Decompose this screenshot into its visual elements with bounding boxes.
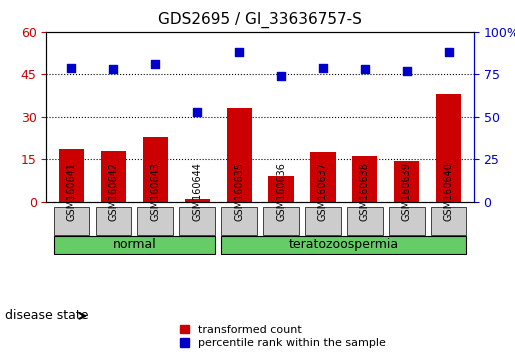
Point — [277, 73, 285, 79]
Text: disease state: disease state — [5, 309, 89, 321]
Point — [67, 65, 76, 70]
Text: teratozoospermia: teratozoospermia — [289, 238, 399, 251]
FancyBboxPatch shape — [54, 236, 215, 254]
Text: GSM160643: GSM160643 — [150, 162, 160, 221]
Bar — [101, 151, 126, 202]
FancyBboxPatch shape — [431, 207, 467, 235]
Point — [444, 50, 453, 55]
FancyBboxPatch shape — [305, 207, 341, 235]
Point — [151, 61, 160, 67]
FancyBboxPatch shape — [221, 207, 257, 235]
FancyBboxPatch shape — [263, 207, 299, 235]
Bar — [394, 161, 419, 202]
Bar — [436, 94, 461, 202]
FancyBboxPatch shape — [221, 236, 467, 254]
FancyBboxPatch shape — [96, 207, 131, 235]
FancyBboxPatch shape — [347, 207, 383, 235]
FancyBboxPatch shape — [54, 207, 89, 235]
Legend: transformed count, percentile rank within the sample: transformed count, percentile rank withi… — [180, 325, 386, 348]
Text: GSM160635: GSM160635 — [234, 162, 244, 221]
Bar — [143, 137, 168, 202]
Text: normal: normal — [112, 238, 156, 251]
FancyBboxPatch shape — [179, 207, 215, 235]
Bar — [352, 156, 377, 202]
Text: GSM160640: GSM160640 — [443, 162, 454, 221]
Text: GSM160642: GSM160642 — [108, 162, 118, 221]
Text: GSM160644: GSM160644 — [192, 162, 202, 221]
FancyBboxPatch shape — [389, 207, 424, 235]
Point — [403, 68, 411, 74]
Text: GSM160637: GSM160637 — [318, 162, 328, 221]
Bar — [185, 199, 210, 202]
Title: GDS2695 / GI_33636757-S: GDS2695 / GI_33636757-S — [158, 12, 362, 28]
Text: GSM160636: GSM160636 — [276, 162, 286, 221]
Text: GSM160639: GSM160639 — [402, 162, 412, 221]
Bar — [311, 152, 335, 202]
Bar — [268, 176, 294, 202]
Point — [319, 65, 327, 70]
Point — [193, 109, 201, 115]
Bar — [227, 108, 252, 202]
Point — [235, 50, 243, 55]
Bar — [59, 149, 84, 202]
Point — [109, 67, 117, 72]
Text: GSM160638: GSM160638 — [360, 162, 370, 221]
Text: GSM160641: GSM160641 — [66, 162, 77, 221]
Point — [360, 67, 369, 72]
FancyBboxPatch shape — [138, 207, 173, 235]
